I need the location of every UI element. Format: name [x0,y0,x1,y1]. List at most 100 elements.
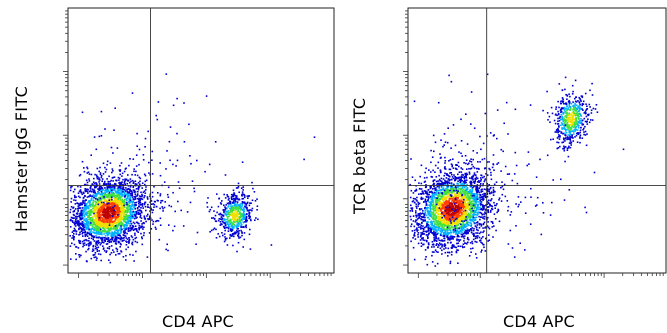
event-dot [96,220,99,222]
panel-right: TCR beta FITC CD4 APC [337,0,667,333]
event-dot [90,220,92,222]
event-dot [86,167,89,170]
event-dot [92,194,95,196]
event-dot [131,243,134,246]
event-dot [121,198,124,201]
event-dot [470,200,472,202]
event-dot [97,242,100,244]
event-dot [461,233,463,236]
event-dot [456,235,459,238]
event-dot [144,174,147,177]
event-dot [139,216,141,218]
event-dot [121,201,124,203]
event-dot [240,202,242,205]
event-dot [422,216,425,219]
event-dot [108,210,110,213]
event-dot [457,205,459,208]
event-dot [88,233,91,236]
event-dot [143,222,145,225]
event-dot [137,188,140,191]
event-dot [224,239,227,241]
event-dot [454,193,457,195]
event-dot [134,195,137,198]
event-dot [450,197,452,200]
event-dot [122,207,124,210]
event-dot [420,215,423,218]
event-dot [93,219,95,221]
event-dot [224,213,227,215]
event-dot [461,192,463,194]
event-dot [131,227,133,229]
event-dot [98,187,101,189]
event-dot [447,213,450,216]
event-dot [84,225,87,228]
event-dot [431,213,433,215]
event-dot [471,240,473,243]
event-dot [467,193,469,196]
event-dot [244,196,246,199]
event-dot [479,206,481,209]
data-points [69,73,316,264]
event-dot [475,185,477,188]
event-dot [117,189,120,192]
event-dot [221,214,224,217]
event-dot [235,198,238,200]
event-dot [231,218,233,221]
event-dot [223,233,226,235]
event-dot [118,188,120,190]
event-dot [87,212,89,215]
event-dot [448,175,451,178]
event-dot [117,253,120,255]
event-dot [116,221,119,223]
event-dot [467,197,470,199]
event-dot [424,186,427,189]
event-dot [432,200,434,202]
event-dot [222,234,224,237]
event-dot [100,175,103,177]
event-dot [106,191,108,193]
event-dot [436,185,439,188]
event-dot [113,201,115,203]
event-dot [114,210,117,213]
event-dot [103,220,105,222]
event-dot [99,193,102,196]
event-dot [231,198,234,201]
event-dot [112,208,114,211]
event-dot [100,242,102,244]
event-dot [152,209,154,211]
event-dot [106,247,109,249]
event-dot [143,232,145,234]
event-dot [109,162,112,164]
event-dot [101,241,104,244]
event-dot [131,205,133,208]
event-dot [109,183,111,186]
event-dot [98,231,101,234]
event-dot [251,181,253,184]
event-dot [425,226,427,228]
event-dot [460,200,463,203]
event-dot [451,211,454,214]
event-dot [127,217,130,219]
event-dot [80,212,83,214]
event-dot [88,218,90,221]
event-dot [483,221,486,224]
event-dot [178,187,181,189]
event-dot [141,243,144,246]
event-dot [138,202,140,205]
event-dot [98,178,100,181]
event-dot [118,219,121,222]
event-dot [420,232,422,234]
event-dot [109,186,111,189]
event-dot [460,235,463,238]
event-dot [93,194,96,197]
event-dot [114,216,117,218]
event-dot [485,188,487,191]
event-dot [143,190,146,192]
event-dot [103,183,105,185]
event-dot [172,104,175,107]
event-dot [125,223,128,225]
event-dot [93,189,95,191]
event-dot [461,231,463,233]
event-dot [440,183,443,185]
event-dot [134,198,136,200]
